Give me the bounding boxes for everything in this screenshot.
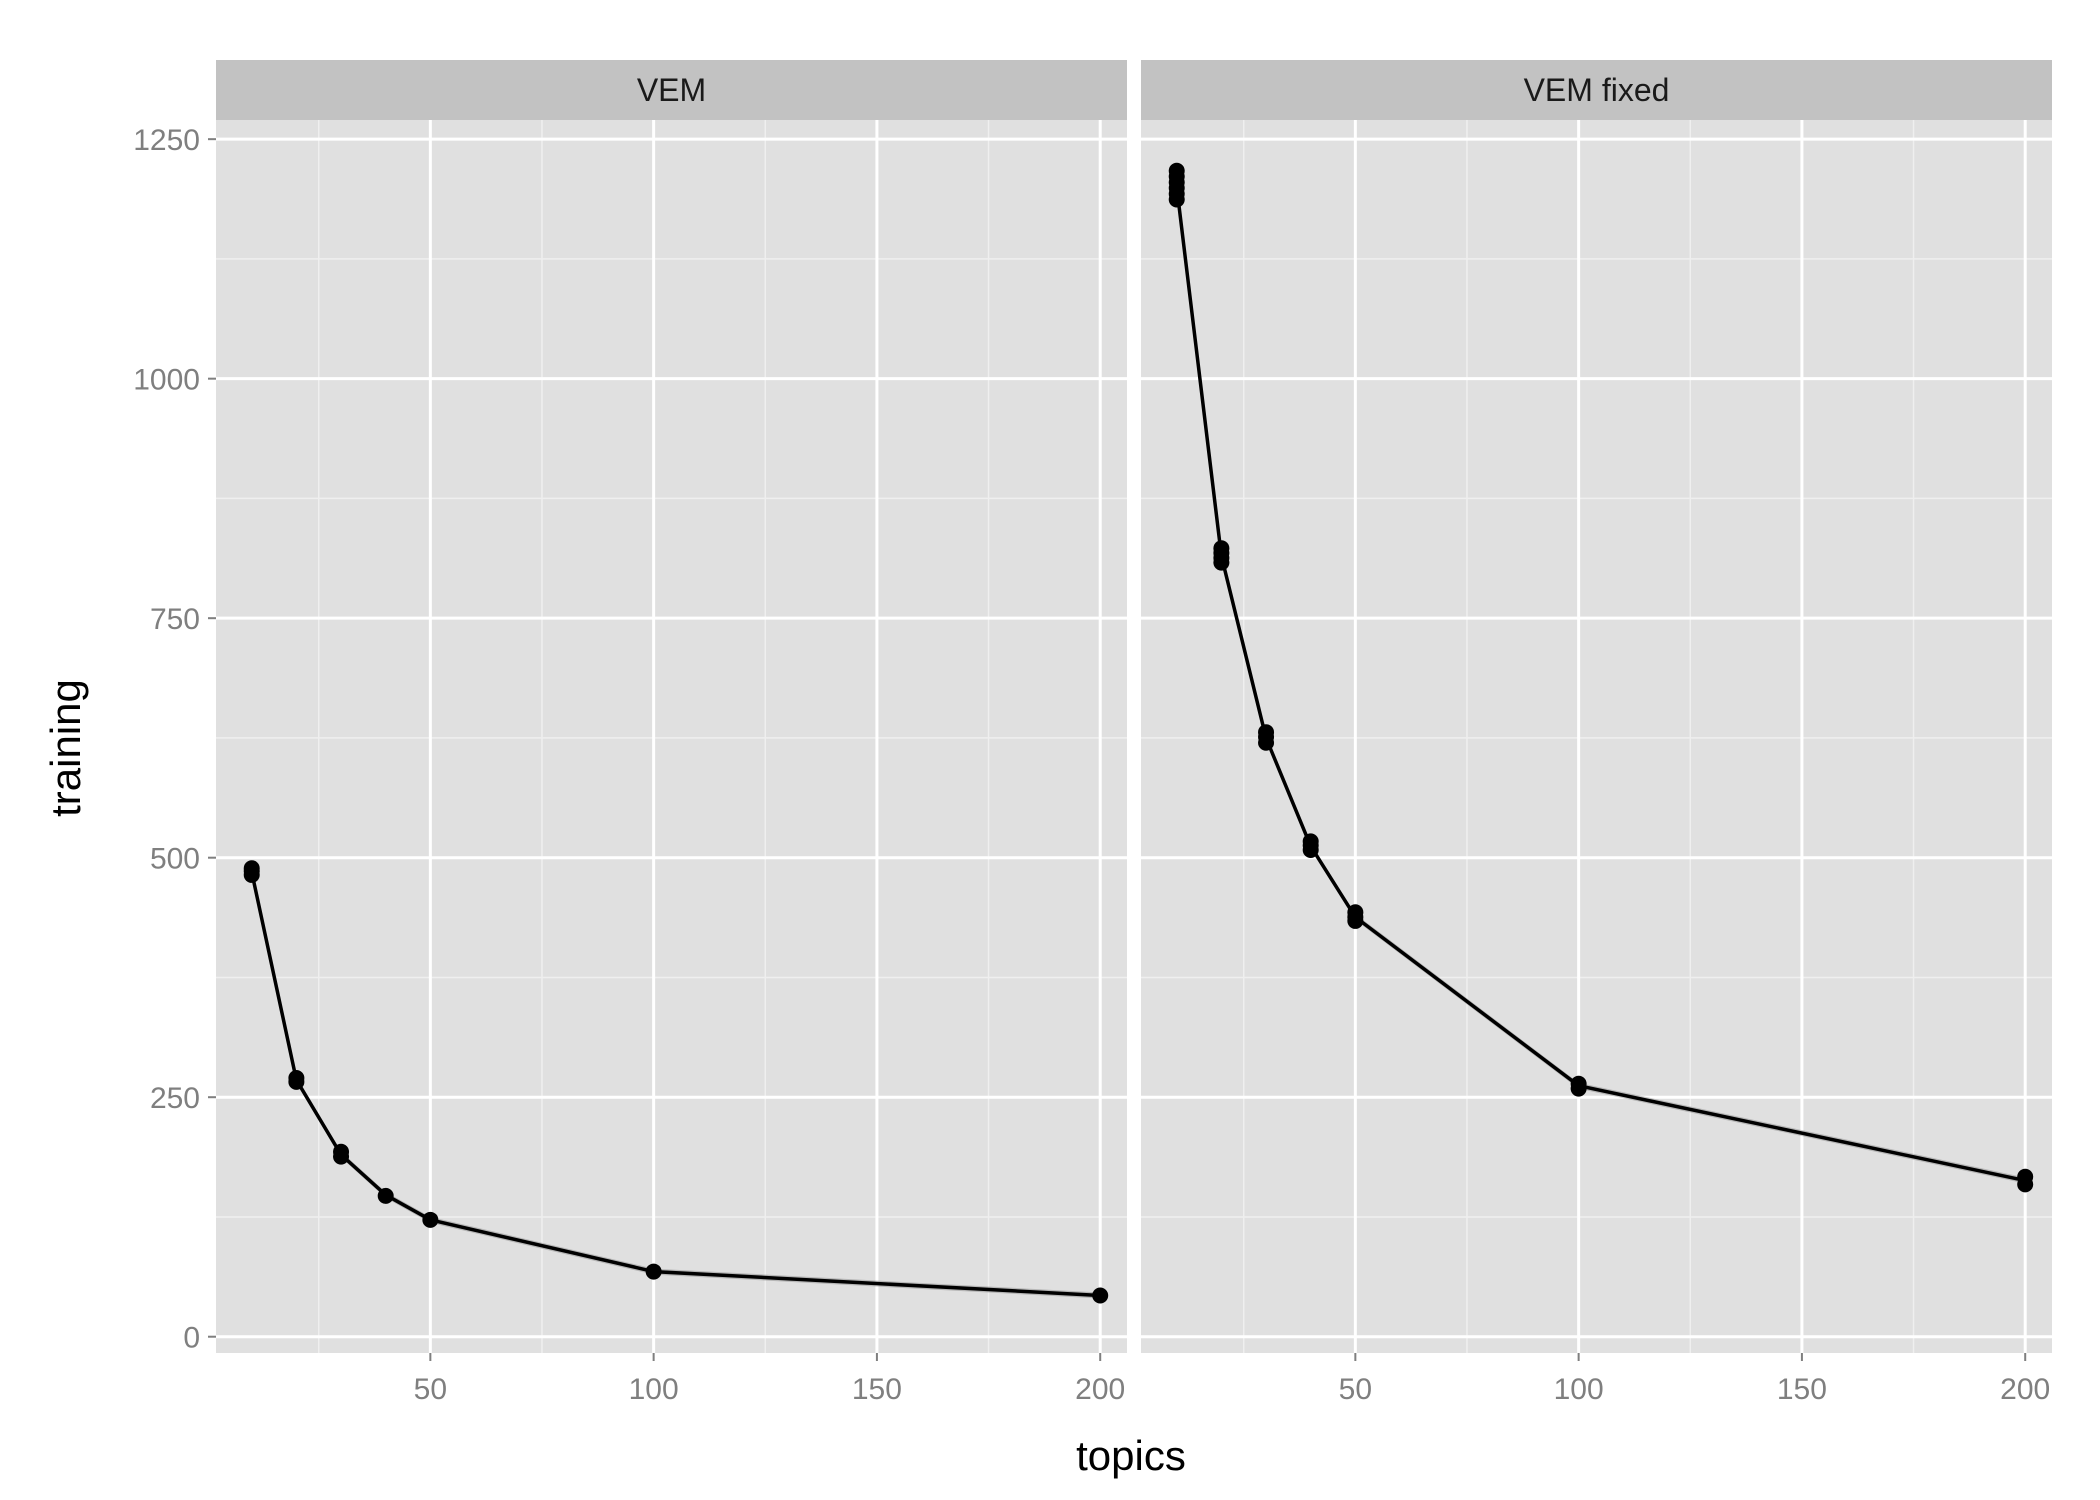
panel-2: VEM fixed 50 100 150 200 bbox=[1141, 60, 2052, 1406]
x-tick-label: 200 bbox=[1075, 1373, 1125, 1406]
data-point bbox=[1213, 540, 1230, 557]
panel-1: VEM 50 100 150 200 bbox=[216, 60, 1127, 1406]
panel-background bbox=[216, 120, 1127, 1353]
data-point bbox=[1302, 833, 1319, 850]
panel-strip-label: VEM bbox=[637, 72, 706, 108]
x-axis-title: topics bbox=[1076, 1432, 1186, 1479]
y-tick-label: 500 bbox=[150, 843, 200, 876]
y-tick-label: 750 bbox=[150, 603, 200, 636]
y-axis-title: training bbox=[42, 679, 89, 817]
data-point bbox=[243, 860, 260, 877]
x-tick-label: 50 bbox=[414, 1373, 447, 1406]
panel-strip bbox=[216, 60, 1127, 120]
data-point bbox=[1258, 724, 1275, 741]
y-tick-label: 1000 bbox=[133, 364, 200, 397]
data-point bbox=[288, 1070, 305, 1087]
x-tick-label: 150 bbox=[852, 1373, 902, 1406]
data-point bbox=[645, 1263, 662, 1280]
y-tick-label: 1250 bbox=[133, 124, 200, 157]
panels-layer: VEM 50 100 150 200 VEM fixed 50 100 150 200 bbox=[216, 60, 2052, 1406]
x-tick-label: 200 bbox=[2000, 1373, 2050, 1406]
x-tick-label: 100 bbox=[629, 1373, 679, 1406]
panel-strip bbox=[1141, 60, 2052, 120]
panel-background bbox=[1141, 120, 2052, 1353]
y-tick-label: 0 bbox=[183, 1322, 200, 1355]
data-point bbox=[422, 1211, 439, 1228]
data-point bbox=[2017, 1168, 2034, 1185]
data-point bbox=[1168, 162, 1185, 179]
data-point bbox=[377, 1187, 394, 1204]
x-tick-label: 150 bbox=[1777, 1373, 1827, 1406]
panel-strip-label: VEM fixed bbox=[1524, 72, 1670, 108]
data-point bbox=[333, 1143, 350, 1160]
data-point bbox=[1570, 1075, 1587, 1092]
x-tick-label: 100 bbox=[1554, 1373, 1604, 1406]
data-point bbox=[1347, 904, 1364, 921]
y-axis: 0 250 500 750 1000 1250 bbox=[133, 124, 216, 1355]
data-point bbox=[1092, 1287, 1109, 1304]
y-tick-label: 250 bbox=[150, 1082, 200, 1115]
x-tick-label: 50 bbox=[1339, 1373, 1372, 1406]
